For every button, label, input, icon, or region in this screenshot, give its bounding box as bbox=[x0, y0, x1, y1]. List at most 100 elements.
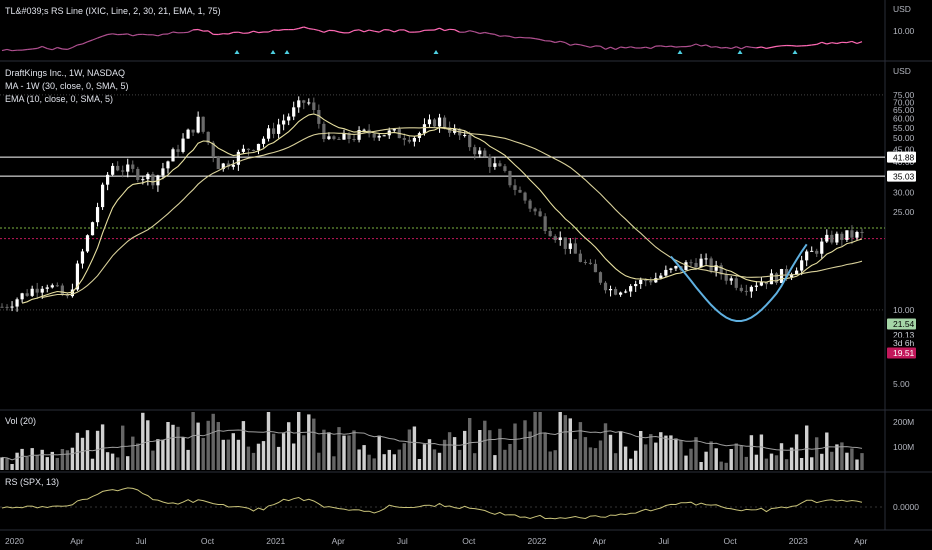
volume-bar bbox=[105, 452, 110, 470]
volume-bar bbox=[840, 442, 844, 470]
rs-line-segment bbox=[736, 46, 742, 50]
volume-bar bbox=[432, 449, 437, 470]
rs-line-segment bbox=[444, 28, 450, 32]
volume-bar bbox=[724, 462, 728, 470]
volume-bar bbox=[357, 449, 361, 470]
rs-line-segment bbox=[77, 43, 83, 46]
rs-new-high-marker bbox=[737, 50, 743, 54]
volume-bar bbox=[508, 444, 512, 470]
candle-body bbox=[191, 129, 195, 133]
volume-bar bbox=[322, 429, 326, 470]
volume-bar bbox=[815, 437, 819, 470]
volume-bar bbox=[186, 449, 190, 470]
volume-bar bbox=[664, 435, 668, 470]
volume-bar bbox=[523, 420, 527, 470]
ema10-line bbox=[21, 113, 863, 304]
candle-body bbox=[126, 164, 130, 172]
rs-line-segment bbox=[610, 46, 616, 50]
rs-line-segment bbox=[625, 46, 631, 49]
candle-body bbox=[377, 135, 381, 138]
volume-bar bbox=[694, 437, 698, 470]
volume-bar bbox=[266, 412, 271, 470]
volume-tick-100m: 100M bbox=[893, 442, 914, 452]
rs-line-segment bbox=[504, 35, 511, 37]
volume-bar bbox=[704, 451, 708, 470]
candle-body bbox=[256, 143, 261, 151]
volume-bar bbox=[558, 412, 562, 470]
candle-body bbox=[106, 174, 110, 185]
rs-line-panel: TL&#039;s RS Line (IXIC, Line, 2, 30, 21… bbox=[1, 4, 915, 54]
price-tick-label: 65.00 bbox=[893, 105, 915, 115]
volume-bar bbox=[196, 422, 200, 470]
volume-bar bbox=[397, 449, 401, 470]
candle-body bbox=[649, 281, 653, 283]
rs-line-segment bbox=[514, 36, 521, 39]
candle-body bbox=[523, 192, 527, 201]
candle-body bbox=[322, 123, 326, 140]
candle-body bbox=[533, 208, 537, 212]
time-axis-label: Jul bbox=[658, 536, 669, 546]
volume-bar bbox=[729, 449, 733, 470]
rs-new-high-marker bbox=[234, 50, 240, 54]
volume-bar bbox=[855, 459, 859, 470]
volume-bar bbox=[709, 441, 713, 470]
candle-body bbox=[75, 263, 80, 290]
volume-bar bbox=[598, 440, 603, 470]
rs-new-high-marker bbox=[284, 50, 290, 54]
rs-line-segment bbox=[620, 46, 626, 49]
candle-body bbox=[629, 286, 633, 292]
candle-body bbox=[719, 265, 723, 275]
volume-bar bbox=[55, 457, 59, 470]
rs-line-segment bbox=[560, 40, 566, 44]
candle-body bbox=[573, 243, 577, 254]
candle-body bbox=[659, 275, 663, 279]
volume-bar bbox=[302, 435, 306, 470]
candle-body bbox=[644, 279, 648, 282]
rs-line-segment bbox=[615, 46, 621, 50]
volume-bar bbox=[644, 444, 648, 470]
candle-body bbox=[779, 269, 784, 283]
price-tick-label: 50.00 bbox=[893, 133, 915, 143]
rs-line-segment bbox=[746, 45, 752, 48]
rs-line-segment bbox=[539, 38, 546, 42]
volume-bar bbox=[156, 439, 160, 470]
volume-bar bbox=[25, 457, 29, 470]
candle-body bbox=[825, 234, 829, 242]
volume-bar bbox=[654, 442, 658, 470]
candle-body bbox=[427, 119, 432, 125]
volume-bar bbox=[392, 454, 396, 470]
time-axis-label: Oct bbox=[462, 536, 476, 546]
rs-line-segment bbox=[575, 43, 581, 46]
rs-line-segment bbox=[197, 28, 204, 32]
volume-bar bbox=[794, 434, 799, 470]
candle-body bbox=[136, 168, 140, 181]
candle-body bbox=[518, 189, 522, 193]
candle-body bbox=[795, 270, 799, 275]
rs-line-segment bbox=[32, 47, 38, 50]
candle-body bbox=[709, 258, 713, 271]
rs-line-segment bbox=[268, 29, 274, 33]
volume-bar bbox=[784, 459, 789, 470]
volume-bar bbox=[488, 430, 492, 470]
candle-body bbox=[196, 116, 200, 133]
volume-bar bbox=[287, 422, 291, 470]
candle-body bbox=[634, 284, 638, 287]
candle-body bbox=[362, 129, 366, 131]
rs-line-segment bbox=[766, 46, 772, 49]
volume-bar bbox=[342, 435, 346, 470]
rs-line-legend: TL&#039;s RS Line (IXIC, Line, 2, 30, 21… bbox=[5, 6, 221, 16]
volume-bar bbox=[136, 443, 140, 470]
candle-body bbox=[503, 166, 507, 171]
volume-bar bbox=[347, 435, 351, 470]
volume-bar bbox=[548, 451, 552, 470]
candle-body bbox=[754, 285, 758, 287]
candle-body bbox=[603, 282, 608, 291]
volume-bar bbox=[463, 430, 467, 470]
candle-body bbox=[80, 251, 85, 264]
rs-line-segment bbox=[41, 45, 48, 50]
rs-line-segment bbox=[484, 31, 490, 35]
rs-line-segment bbox=[534, 38, 541, 41]
rs-line-segment bbox=[67, 46, 73, 50]
candle-body bbox=[352, 138, 356, 140]
volume-bar bbox=[146, 420, 150, 470]
